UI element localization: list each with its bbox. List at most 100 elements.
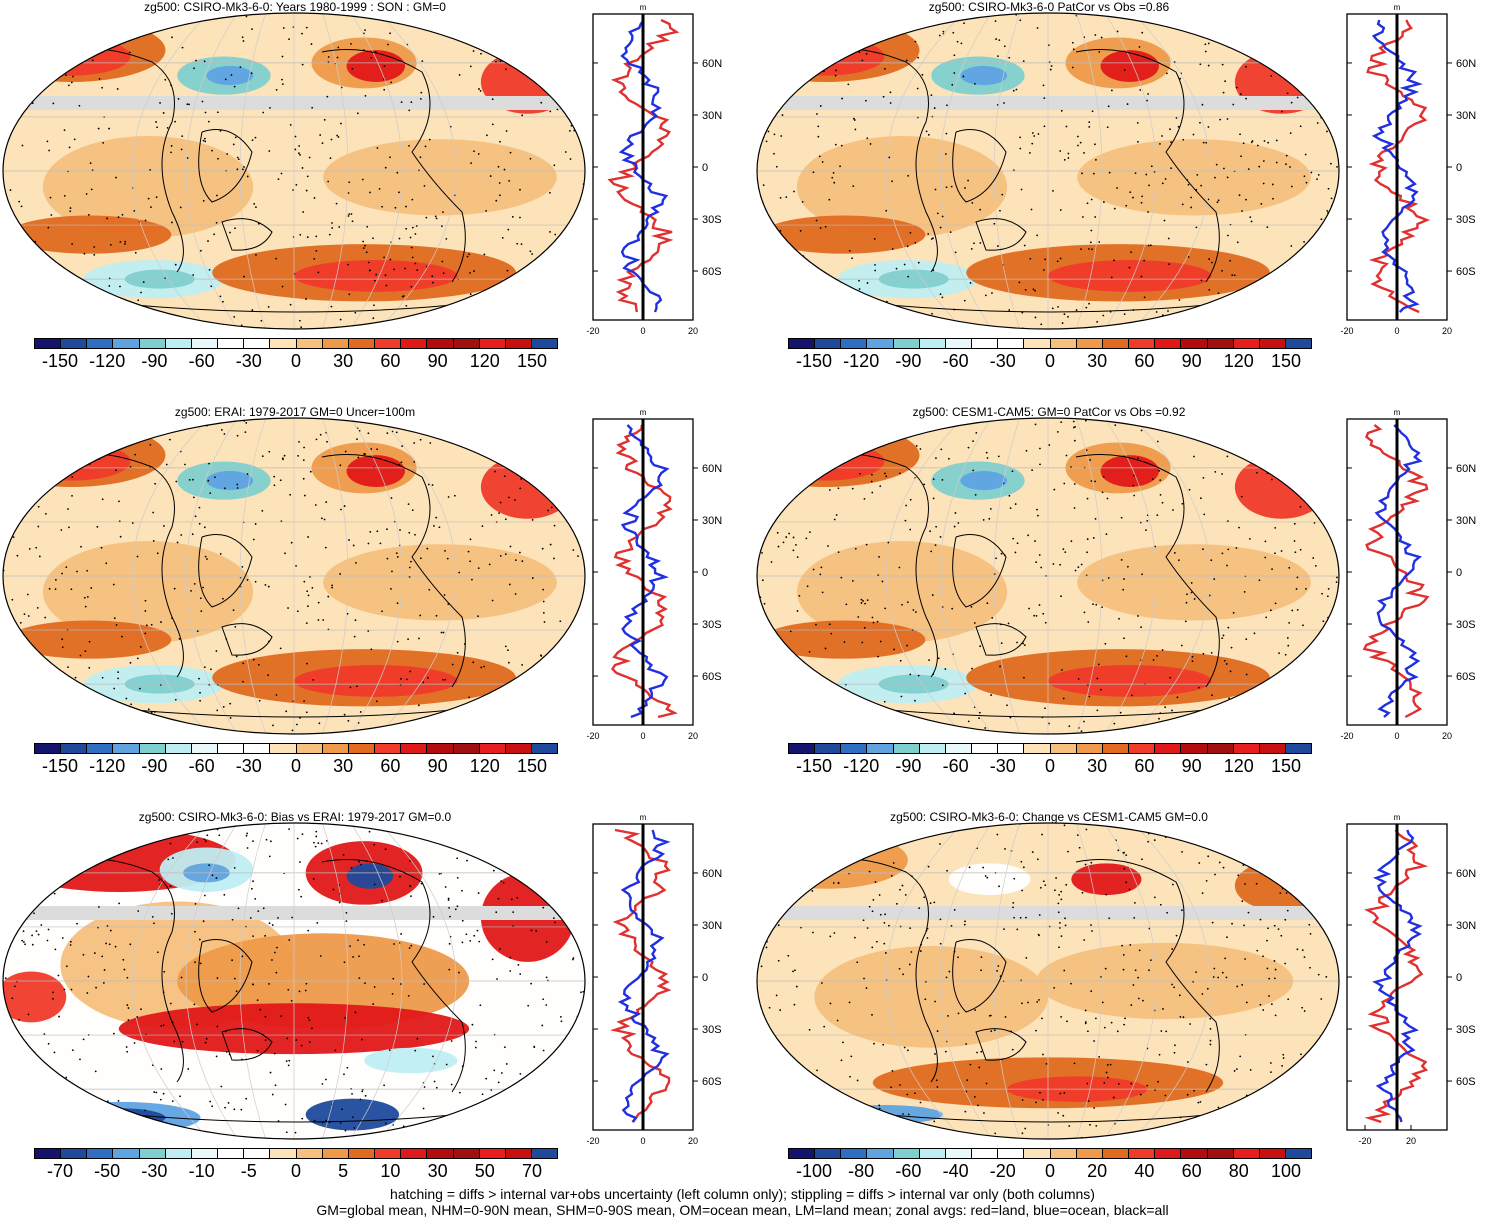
- colorbar-swatch: [479, 339, 506, 348]
- colorbar-tick-label: 90: [427, 756, 448, 776]
- zonal-lat-label: 60N: [1456, 868, 1476, 880]
- zonal-x-tick-label: 20: [1442, 326, 1452, 336]
- zonal-x-tick-label: 0: [640, 326, 645, 336]
- zonal-average-plot: m 60N 30N 0 30S 60S -20 0 20: [586, 813, 722, 1146]
- colorbar-tick-label: -60: [942, 756, 969, 776]
- colorbar-swatch: [296, 339, 323, 348]
- zonal-lat-label: 60S: [702, 671, 722, 683]
- colorbar-swatch: [165, 1149, 192, 1158]
- colorbar-swatch: [113, 1149, 140, 1158]
- colorbar-tick-label: 0: [1044, 756, 1056, 776]
- zonal-average-plot: m 60N 30N 0 30S 60S -20 0 20: [1340, 3, 1476, 336]
- colorbar-labels: -150 -120 -90 -60 -30 0 30 60 90 120 150: [34, 756, 558, 778]
- colorbar-labels: -150 -120 -90 -60 -30 0 30 60 90 120 150: [788, 351, 1312, 373]
- colorbar-swatch: [1129, 1149, 1156, 1158]
- zonal-x-tick-label: 20: [1442, 731, 1452, 741]
- colorbar-tick-label: 10: [380, 1161, 401, 1181]
- colorbar-swatch: [998, 1149, 1025, 1158]
- colorbar-swatch: [244, 744, 271, 753]
- zonal-land-line: [610, 424, 678, 719]
- colorbar-tick-label: 5: [338, 1161, 349, 1181]
- colorbar-swatch: [1233, 1149, 1260, 1158]
- colorbar-swatch: [505, 1149, 532, 1158]
- colorbar-swatch: [375, 744, 402, 753]
- colorbar-swatch: [1050, 1149, 1077, 1158]
- zonal-x-tick-label: -20: [1358, 1136, 1371, 1146]
- colorbar-tick-label: 40: [1134, 1161, 1155, 1181]
- panel-title: zg500: CESM1-CAM5: GM=0 PatCor vs Obs =0…: [912, 405, 1186, 419]
- colorbar-tick-label: 90: [427, 351, 448, 371]
- zonal-lat-label: 30N: [1456, 920, 1476, 932]
- colorbar-tick-label: 120: [469, 756, 500, 776]
- colorbar-swatch: [375, 339, 402, 348]
- zonal-x-tick-label: 0: [640, 1136, 645, 1146]
- colorbar-tick-label: -90: [141, 351, 168, 371]
- colorbar-swatch: [1233, 744, 1260, 753]
- colorbar-swatch: [218, 339, 245, 348]
- zonal-lat-label: 60N: [1456, 463, 1476, 475]
- panel-title: zg500: CSIRO-Mk3-6-0 PatCor vs Obs =0.86: [928, 0, 1170, 14]
- colorbar-tick-label: -100: [795, 1161, 833, 1181]
- colorbar-swatch: [87, 744, 114, 753]
- colorbar-swatch: [1102, 1149, 1130, 1158]
- colorbar: [788, 743, 1312, 754]
- zonal-unit-label: m: [640, 408, 647, 417]
- zonal-lat-label: 60S: [702, 1076, 722, 1088]
- zonal-ocean-line: [1374, 424, 1423, 718]
- colorbar-swatch: [191, 1149, 219, 1158]
- colorbar-tick-label: 100: [1270, 1161, 1302, 1181]
- colorbar-swatch: [1076, 1149, 1103, 1158]
- colorbar-tick-label: -150: [795, 756, 833, 776]
- colorbar-swatch: [893, 339, 920, 348]
- colorbar-swatch: [1207, 744, 1234, 753]
- colorbar-tick-label: -30: [235, 756, 262, 776]
- zonal-lat-label: 30N: [702, 920, 722, 932]
- zonal-x-tick-label: 20: [688, 1136, 698, 1146]
- zonal-lat-label: 60N: [702, 463, 722, 475]
- colorbar-swatch: [815, 1149, 842, 1158]
- colorbar-tick-label: 60: [1181, 1161, 1202, 1181]
- colorbar-tick-label: 20: [1087, 1161, 1108, 1181]
- colorbar-tick-label: 120: [1223, 756, 1254, 776]
- robinson-map: [756, 822, 1340, 1140]
- colorbar-swatch: [867, 1149, 894, 1158]
- colorbar-swatch: [191, 339, 219, 348]
- colorbar-swatch: [972, 1149, 999, 1158]
- colorbar-tick-label: 150: [1270, 351, 1302, 371]
- colorbar-swatch: [218, 1149, 245, 1158]
- colorbar-swatch: [375, 1149, 402, 1158]
- zonal-lat-label: 30S: [702, 619, 722, 631]
- colorbar-tick-label: 150: [516, 351, 548, 371]
- zonal-unit-label: m: [640, 3, 647, 12]
- colorbar-swatch: [841, 1149, 868, 1158]
- zonal-lat-label: 30S: [702, 1024, 722, 1036]
- zonal-x-tick-label: -20: [1340, 731, 1353, 741]
- colorbar-swatch: [270, 744, 297, 753]
- colorbar-swatch: [945, 744, 973, 753]
- colorbar-swatch: [945, 1149, 973, 1158]
- colorbar-swatch: [789, 339, 816, 348]
- zonal-land-line: [609, 828, 672, 1123]
- colorbar-tick-label: -60: [942, 351, 969, 371]
- colorbar: [34, 338, 558, 349]
- panel-title: zg500: CSIRO-Mk3-6-0: Years 1980-1999 : …: [144, 0, 446, 14]
- zonal-ocean-line: [617, 829, 671, 1123]
- colorbar-tick-label: -120: [89, 351, 126, 371]
- colorbar-swatch: [893, 744, 920, 753]
- colorbar-tick-label: 30: [1087, 351, 1108, 371]
- zonal-lat-label: 0: [702, 567, 708, 579]
- zonal-lat-label: 0: [1456, 567, 1462, 579]
- colorbar: [34, 1148, 558, 1159]
- colorbar-swatch: [1233, 339, 1260, 348]
- colorbar-swatch: [1259, 1149, 1286, 1158]
- colorbar-swatch: [1129, 744, 1156, 753]
- colorbar-swatch: [972, 744, 999, 753]
- robinson-map: [2, 822, 586, 1140]
- zonal-x-tick-label: -20: [1340, 326, 1353, 336]
- robinson-map: [2, 417, 586, 735]
- zonal-lat-label: 30S: [1456, 1024, 1476, 1036]
- colorbar-swatch: [505, 339, 532, 348]
- colorbar-swatch: [453, 1149, 480, 1158]
- colorbar-tick-label: -70: [46, 1161, 74, 1181]
- colorbar-swatch: [296, 744, 323, 753]
